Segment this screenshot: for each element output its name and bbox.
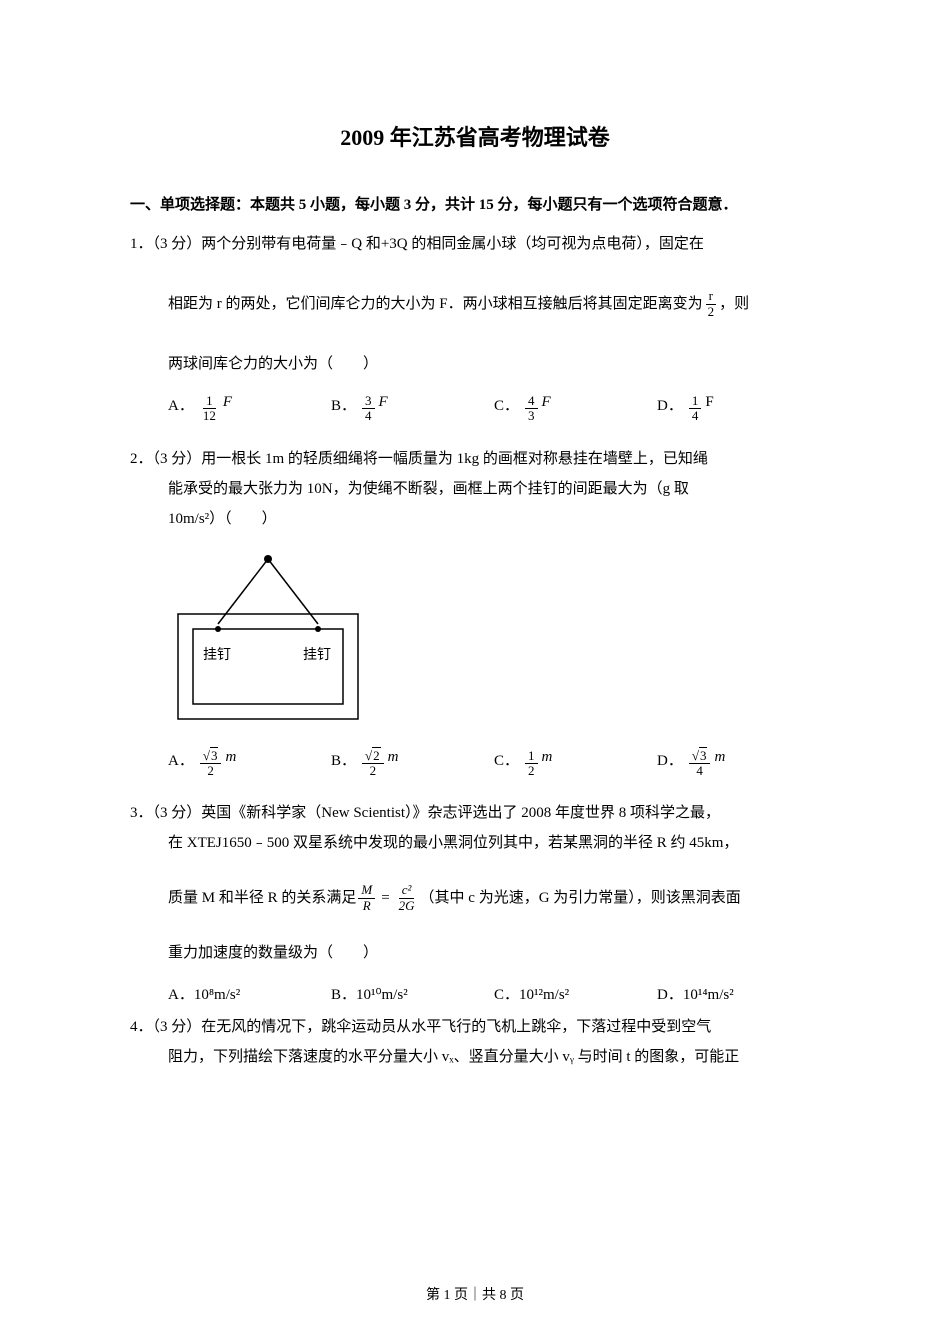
q3-line3-suffix: （其中 c 为光速，G 为引力常量），则该黑洞表面	[420, 883, 741, 913]
q2-options: A． 3 2 m B． 2 2 m C． 1 2 m D． 3 4 m	[130, 749, 820, 779]
q2-diagram: 挂钉 挂钉	[168, 549, 820, 734]
exam-title: 2009 年江苏省高考物理试卷	[130, 120, 820, 152]
frac-den: R	[360, 899, 374, 913]
frac-den: 4	[689, 409, 702, 423]
q1-option-b: B． 3 4 F	[331, 394, 494, 424]
suffix: F	[379, 394, 388, 411]
q1-option-c: C． 4 3 F	[494, 394, 657, 424]
fraction: 3 4	[689, 749, 711, 779]
equals-sign: =	[381, 883, 389, 913]
q1-r-fraction: r 2	[705, 289, 718, 319]
frac-num: 3	[200, 749, 222, 764]
suffix: m	[388, 749, 399, 766]
frac-den: 2	[204, 764, 217, 778]
q1-line2-text: 相距为 r 的两处，它们间库仑力的大小为 F．两小球相互接触后将其固定距离变为	[168, 289, 703, 319]
q2-line1: 2．（3 分）用一根长 1m 的轻质细绳将一幅质量为 1kg 的画框对称悬挂在墙…	[130, 444, 820, 474]
frac-num: 2	[362, 749, 384, 764]
q3-line3-prefix: 质量 M 和半径 R 的关系满足	[168, 883, 356, 913]
frac-num: 1	[525, 749, 538, 764]
suffix: F	[705, 394, 713, 411]
q1-option-d: D． 1 4 F	[657, 394, 820, 424]
question-1: 1．（3 分）两个分别带有电荷量﹣Q 和+3Q 的相同金属小球（均可视为点电荷）…	[130, 229, 820, 379]
option-label: A．	[168, 394, 194, 415]
q4-line1: 4．（3 分）在无风的情况下，跳伞运动员从水平飞行的飞机上跳伞，下落过程中受到空…	[130, 1012, 820, 1042]
q3-options: A．10⁸m/s² B．10¹⁰m/s² C．10¹²m/s² D．10¹⁴m/…	[130, 983, 820, 1004]
option-label: A．	[168, 749, 194, 770]
option-label: B．	[331, 394, 356, 415]
frame-diagram-svg: 挂钉 挂钉	[168, 549, 368, 729]
option-label: C．	[494, 394, 519, 415]
nail-label-left: 挂钉	[203, 647, 231, 663]
question-4: 4．（3 分）在无风的情况下，跳伞运动员从水平飞行的飞机上跳伞，下落过程中受到空…	[130, 1012, 820, 1072]
frac-den: 4	[362, 409, 375, 423]
frac-den: 12	[200, 409, 219, 423]
section-header: 一、单项选择题：本题共 5 小题，每小题 3 分，共计 15 分，每小题只有一个…	[130, 192, 820, 219]
frac-num: M	[358, 883, 375, 898]
q2-line3: 10m/s²）（ ）	[130, 504, 820, 534]
frac-den: 2	[525, 764, 538, 778]
question-2: 2．（3 分）用一根长 1m 的轻质细绳将一幅质量为 1kg 的画框对称悬挂在墙…	[130, 444, 820, 534]
q4-line2: 阻力，下列描绘下落速度的水平分量大小 vₓ、竖直分量大小 vᵧ 与时间 t 的图…	[130, 1042, 820, 1072]
q3-line2: 在 XTEJ1650﹣500 双星系统中发现的最小黑洞位列其中，若某黑洞的半径 …	[130, 828, 820, 858]
frac-den: 2G	[396, 899, 418, 913]
frac-den: 3	[525, 409, 538, 423]
suffix: F	[542, 394, 551, 411]
frac-num: c²	[399, 883, 415, 898]
question-3: 3．（3 分）英国《新科学家（New Scientist）》杂志评选出了 200…	[130, 798, 820, 968]
option-label: C．	[494, 749, 519, 770]
frac-num: r	[706, 289, 716, 304]
q3-option-d: D．10¹⁴m/s²	[657, 983, 820, 1004]
fraction: 1 4	[689, 394, 702, 424]
q3-option-b: B．10¹⁰m/s²	[331, 983, 494, 1004]
q1-line2-suffix: ，则	[719, 289, 749, 319]
q3-option-a: A．10⁸m/s²	[168, 983, 331, 1004]
q1-line3: 两球间库仑力的大小为（ ）	[130, 349, 820, 379]
q3-line1: 3．（3 分）英国《新科学家（New Scientist）》杂志评选出了 200…	[130, 798, 820, 828]
fraction: 2 2	[362, 749, 384, 779]
suffix: m	[225, 749, 236, 766]
frac-num: 1	[689, 394, 702, 409]
fraction: 4 3	[525, 394, 538, 424]
q2-line2: 能承受的最大张力为 10N，为使绳不断裂，画框上两个挂钉的间距最大为（g 取	[130, 474, 820, 504]
q2-option-b: B． 2 2 m	[331, 749, 494, 779]
fraction: 3 2	[200, 749, 222, 779]
page-footer: 第 1 页｜共 8 页	[0, 1284, 950, 1304]
frac-num: 1	[203, 394, 216, 409]
frac-num: 3	[689, 749, 711, 764]
fraction: 1 12	[200, 394, 219, 424]
frac-den: 4	[693, 764, 706, 778]
q2-option-d: D． 3 4 m	[657, 749, 820, 779]
frac-den: 2	[705, 305, 718, 319]
suffix: F	[223, 394, 232, 411]
q1-options: A． 1 12 F B． 3 4 F C． 4 3 F D． 1 4 F	[130, 394, 820, 424]
q3-line3: 质量 M 和半径 R 的关系满足 M R = c² 2G （其中 c 为光速，G…	[130, 883, 820, 913]
eq-left-fraction: M R	[358, 883, 375, 913]
eq-right-fraction: c² 2G	[396, 883, 418, 913]
fraction: 1 2	[525, 749, 538, 779]
frac-num: 3	[362, 394, 375, 409]
q3-option-c: C．10¹²m/s²	[494, 983, 657, 1004]
q1-option-a: A． 1 12 F	[168, 394, 331, 424]
q1-line1: 1．（3 分）两个分别带有电荷量﹣Q 和+3Q 的相同金属小球（均可视为点电荷）…	[130, 229, 820, 259]
nail-label-right: 挂钉	[303, 647, 331, 663]
option-label: B．	[331, 749, 356, 770]
q2-option-c: C． 1 2 m	[494, 749, 657, 779]
q2-option-a: A． 3 2 m	[168, 749, 331, 779]
fraction: 3 4	[362, 394, 375, 424]
q3-line4: 重力加速度的数量级为（ ）	[130, 938, 820, 968]
frac-den: 2	[367, 764, 380, 778]
option-label: D．	[657, 394, 683, 415]
suffix: m	[714, 749, 725, 766]
frac-num: 4	[525, 394, 538, 409]
q1-line2: 相距为 r 的两处，它们间库仑力的大小为 F．两小球相互接触后将其固定距离变为 …	[130, 289, 820, 319]
suffix: m	[542, 749, 553, 766]
option-label: D．	[657, 749, 683, 770]
